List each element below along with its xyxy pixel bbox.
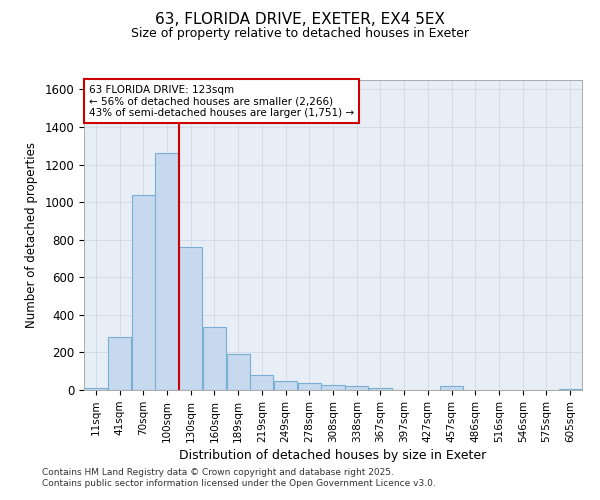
Bar <box>369 388 392 390</box>
Bar <box>322 386 344 390</box>
Y-axis label: Number of detached properties: Number of detached properties <box>25 142 38 328</box>
Text: 63 FLORIDA DRIVE: 123sqm
← 56% of detached houses are smaller (2,266)
43% of sem: 63 FLORIDA DRIVE: 123sqm ← 56% of detach… <box>89 84 354 118</box>
Text: 63, FLORIDA DRIVE, EXETER, EX4 5EX: 63, FLORIDA DRIVE, EXETER, EX4 5EX <box>155 12 445 28</box>
Bar <box>274 380 297 390</box>
Bar <box>227 354 250 390</box>
Bar <box>298 384 321 390</box>
Text: Contains HM Land Registry data © Crown copyright and database right 2025.
Contai: Contains HM Land Registry data © Crown c… <box>42 468 436 487</box>
Bar <box>132 194 155 390</box>
Bar <box>108 338 131 390</box>
Bar <box>85 388 107 390</box>
Bar <box>559 389 581 390</box>
Bar <box>155 154 179 390</box>
X-axis label: Distribution of detached houses by size in Exeter: Distribution of detached houses by size … <box>179 449 487 462</box>
Text: Size of property relative to detached houses in Exeter: Size of property relative to detached ho… <box>131 28 469 40</box>
Bar <box>250 375 274 390</box>
Bar <box>179 247 202 390</box>
Bar <box>345 386 368 390</box>
Bar <box>203 327 226 390</box>
Bar <box>440 386 463 390</box>
